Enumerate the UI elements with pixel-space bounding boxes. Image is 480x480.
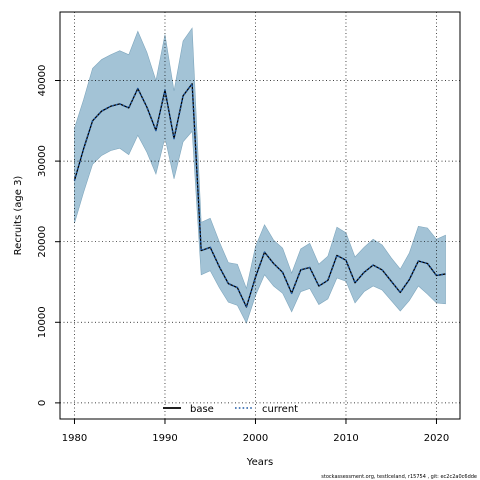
y-tick-label: 0 [37,400,48,406]
y-tick-label: 30000 [37,145,48,177]
legend: base current [163,404,298,415]
y-axis-title: Recruits (age 3) [13,176,24,256]
x-tick-label: 1990 [152,433,177,444]
x-tick-label: 2000 [243,433,268,444]
series-line-current [73,82,446,308]
plot-frame [59,11,461,420]
x-tick-label: 2020 [424,433,449,444]
y-tick-label: 20000 [37,226,48,258]
x-axis-ticks: 1980 1990 2000 2010 2020 [62,419,449,444]
x-tick-label: 2010 [333,433,358,444]
series-layer [73,82,446,308]
y-axis-ticks: 0 10000 20000 30000 40000 [37,65,60,406]
x-axis-title: Years [246,457,273,468]
legend-label-base: base [190,404,214,415]
footer-credit: stockassessment.org, testIceland, r15754… [321,474,477,480]
y-tick-label: 10000 [37,306,48,338]
legend-label-current: current [262,404,298,415]
grid-layer [60,12,460,419]
y-tick-label: 40000 [37,65,48,97]
x-tick-label: 1980 [62,433,87,444]
